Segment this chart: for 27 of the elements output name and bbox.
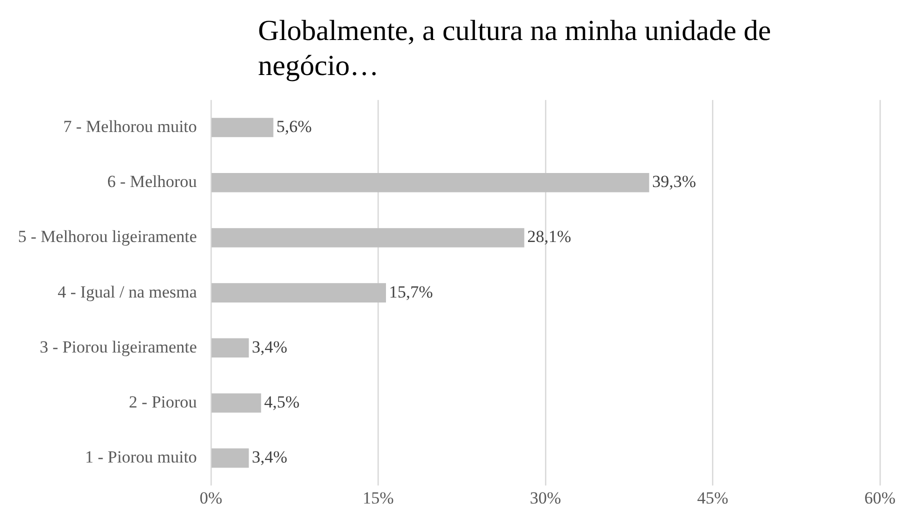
data-label: 15,7% bbox=[388, 282, 433, 302]
data-label: 3,4% bbox=[252, 337, 288, 356]
x-tick-label: 60% bbox=[864, 488, 896, 508]
bar bbox=[212, 228, 524, 248]
data-label: 5,6% bbox=[276, 117, 312, 136]
x-tick-label: 30% bbox=[530, 488, 562, 508]
data-label: 28,1% bbox=[527, 227, 572, 246]
data-label: 4,5% bbox=[264, 392, 300, 412]
x-tick-label: 0% bbox=[200, 488, 222, 508]
x-tick-label: 15% bbox=[362, 488, 394, 508]
y-tick-label: 6 - Melhorou bbox=[107, 172, 198, 192]
y-tick-label: 1 - Piorou muito bbox=[84, 448, 197, 467]
bar bbox=[212, 393, 262, 413]
y-tick-label: 4 - Igual / na mesma bbox=[58, 282, 198, 302]
data-label: 39,3% bbox=[652, 172, 696, 192]
y-tick-label: 2 - Piorou bbox=[128, 392, 198, 412]
chart-title: Globalmente, a cultura na minha unidade de negócio… bbox=[258, 14, 772, 84]
bar bbox=[212, 283, 386, 302]
y-tick-label: 7 - Melhorou muito bbox=[63, 117, 197, 136]
y-tick-label: 5 - Melhorou ligeiramente bbox=[18, 227, 197, 246]
bar bbox=[212, 338, 249, 358]
data-label: 3,4% bbox=[252, 448, 288, 467]
bar bbox=[212, 172, 650, 192]
y-tick-label: 3 - Piorou ligeiramente bbox=[40, 337, 197, 356]
bar bbox=[212, 118, 274, 138]
x-tick-label: 45% bbox=[697, 488, 728, 508]
bar bbox=[212, 448, 249, 468]
